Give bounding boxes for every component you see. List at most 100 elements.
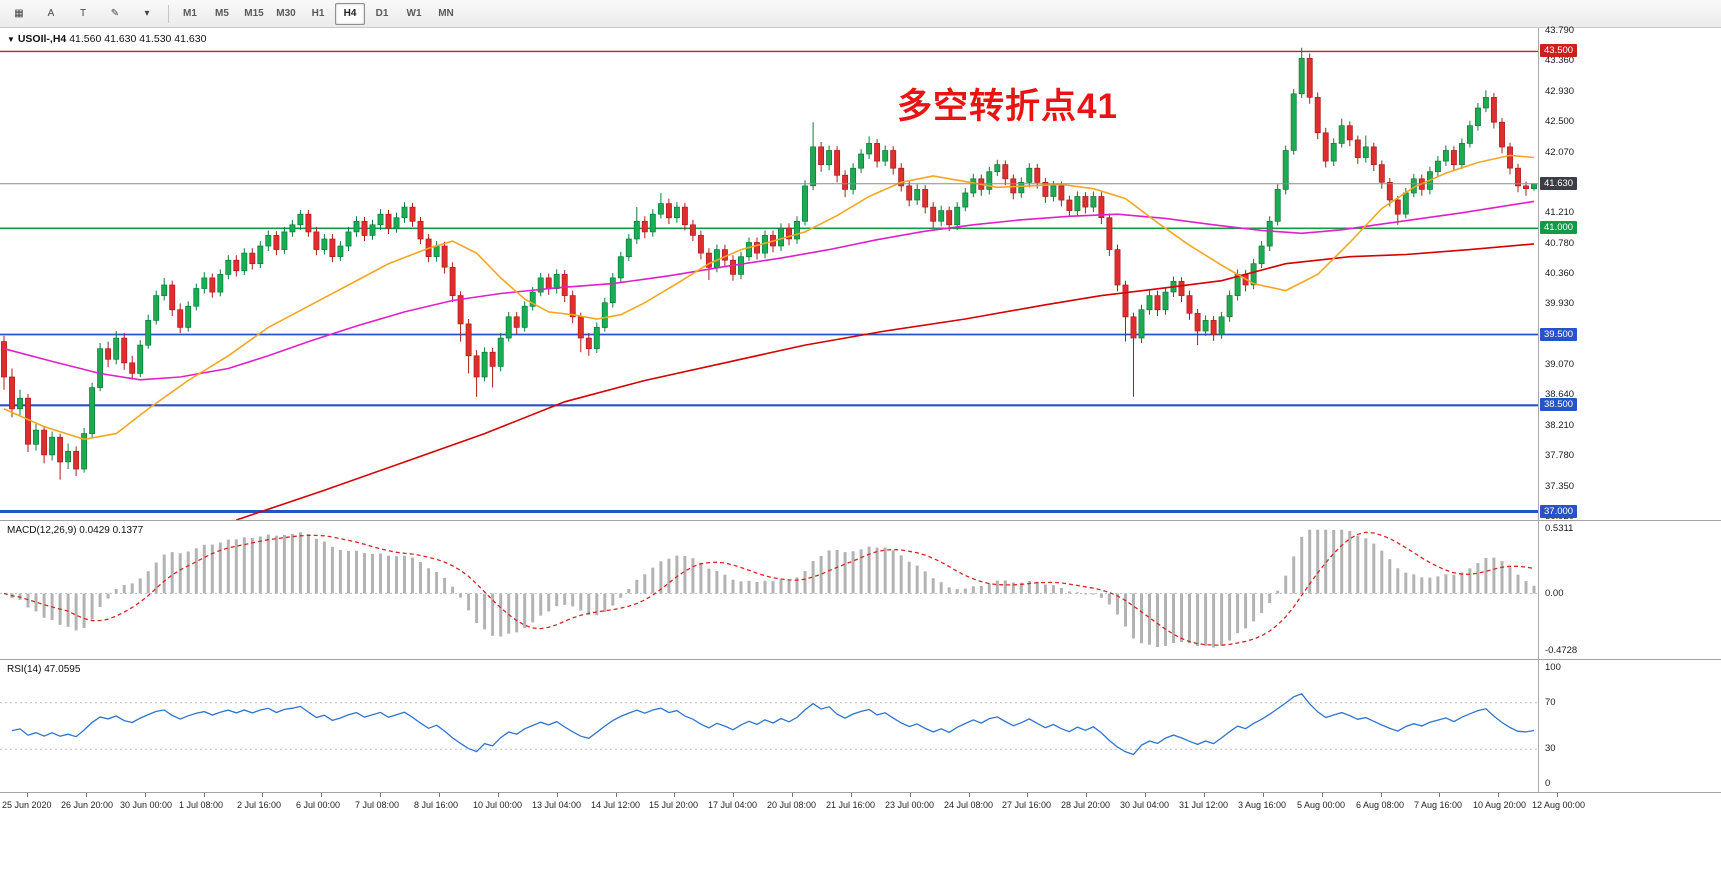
time-axis-tick [616,793,617,797]
time-axis-tick [1557,793,1558,797]
time-axis-label: 7 Aug 16:00 [1414,800,1463,810]
collapse-arrow-icon[interactable]: ▼ [7,35,15,44]
time-axis-label: 24 Jul 08:00 [944,800,994,810]
price-tag-38.500: 38.500 [1540,398,1578,411]
price-axis[interactable]: 43.790 43.360 42.930 42.500 42.070 41.210 40.7… [1539,25,1721,522]
time-axis-tick [204,793,205,797]
time-axis-label: 17 Jul 04:00 [708,800,758,810]
timeframe-h1-button[interactable]: H1 [311,8,325,19]
price-axis-label: 40.780 [1545,238,1575,249]
rsi-axis-label: 0 [1545,778,1551,789]
time-axis-label: 30 Jul 04:00 [1120,800,1170,810]
panel-separator[interactable] [0,792,1721,793]
time-axis-label: 27 Jul 16:00 [1002,800,1052,810]
price-axis-label: 37.350 [1545,481,1575,492]
price-axis-label: 41.210 [1545,207,1575,218]
timeframe-m1-button[interactable]: M1 [183,8,197,19]
timeframe-mn-button[interactable]: MN [438,8,454,19]
time-axis-tick [86,793,87,797]
timeframe-d1-button[interactable]: D1 [375,8,389,19]
toolbar-icons: ▦ A T ✎ ▾ [4,3,162,25]
time-axis-tick [851,793,852,797]
time-axis-label: 31 Jul 12:00 [1179,800,1229,810]
time-axis-tick [380,793,381,797]
price-tag-39.500: 39.500 [1540,328,1578,341]
chart-window-icon[interactable]: ▦ [14,8,24,19]
panel-separator[interactable] [0,520,1721,521]
time-axis[interactable]: 25 Jun 2020 26 Jun 20:00 30 Jun 00:00 1 Jul… [0,793,1721,823]
price-axis-label: 42.500 [1545,116,1575,127]
timeframe-m5-button[interactable]: M5 [215,8,229,19]
time-axis-label: 3 Aug 16:00 [1238,800,1287,810]
axis-divider [1538,28,1539,821]
chart-title: ▼ USOIl-,H4 41.560 41.630 41.530 41.630 [7,33,206,45]
time-axis-tick [1381,793,1382,797]
cursor-tool-icon[interactable]: A [47,8,55,19]
price-axis-label: 39.070 [1545,359,1575,370]
price-axis-label: 43.790 [1545,25,1575,36]
time-axis-label: 23 Jul 00:00 [885,800,935,810]
rsi-chart[interactable] [0,660,1538,792]
timeframe-w1-button[interactable]: W1 [406,8,422,19]
time-axis-tick [1498,793,1499,797]
time-axis-label: 10 Aug 20:00 [1473,800,1527,810]
time-axis-label: 26 Jun 20:00 [61,800,114,810]
time-axis-tick [1204,793,1205,797]
time-axis-tick [1027,793,1028,797]
time-axis-label: 7 Jul 08:00 [355,800,400,810]
rsi-axis-label: 100 [1545,662,1561,673]
time-axis-tick [145,793,146,797]
price-tag-41.630: 41.630 [1540,177,1578,190]
price-tag-43.500: 43.500 [1540,44,1578,57]
price-axis-label: 42.930 [1545,86,1575,97]
draw-tools-icon[interactable]: ✎ [110,8,120,19]
timeframe-m30-button[interactable]: M30 [276,8,296,19]
time-axis-tick [969,793,970,797]
rsi-axis-label: 70 [1545,697,1556,708]
price-tag-37.000: 37.000 [1540,505,1578,518]
price-axis-label: 37.780 [1545,450,1575,461]
toolbar: ▦ A T ✎ ▾ M1 M5 M15 M30 H1 H4 D1 W1 MN [0,0,1721,28]
time-axis-tick [733,793,734,797]
time-axis-label: 5 Aug 00:00 [1297,800,1346,810]
time-axis-tick [1322,793,1323,797]
time-axis-tick [910,793,911,797]
timeframe-buttons: M1 M5 M15 M30 H1 H4 D1 W1 MN [175,2,461,25]
time-axis-tick [557,793,558,797]
price-chart[interactable] [0,28,1538,520]
macd-axis[interactable]: 0.5311 0.00 -0.4728 [1539,521,1721,659]
time-axis-label: 12 Aug 00:00 [1532,800,1586,810]
chart-annotation: 多空转折点41 [897,87,1118,126]
time-axis-tick [1086,793,1087,797]
panel-separator[interactable] [0,659,1721,660]
time-axis-label: 21 Jul 16:00 [826,800,876,810]
dropdown-caret-icon[interactable]: ▾ [144,8,150,19]
rsi-axis[interactable]: 100 70 30 0 [1539,660,1721,792]
time-axis-tick [1439,793,1440,797]
time-axis-label: 10 Jul 00:00 [473,800,523,810]
time-axis-label: 15 Jul 20:00 [649,800,699,810]
time-axis-tick [321,793,322,797]
time-axis-tick [439,793,440,797]
text-tool-icon[interactable]: T [79,8,87,19]
timeframe-h4-button[interactable]: H4 [335,2,365,25]
rsi-axis-label: 30 [1545,743,1556,754]
time-axis-tick [498,793,499,797]
price-axis-label: 38.640 [1545,389,1575,400]
ohlc-values: 41.560 41.630 41.530 41.630 [69,33,207,45]
time-axis-label: 20 Jul 08:00 [767,800,817,810]
time-axis-label: 6 Aug 08:00 [1356,800,1405,810]
time-axis-tick [262,793,263,797]
symbol-title: USOIl-,H4 [17,33,67,45]
timeframe-m15-button[interactable]: M15 [244,8,264,19]
macd-chart[interactable] [0,521,1538,659]
macd-label: MACD(12,26,9) 0.0429 0.1377 [7,525,144,536]
price-axis-label: 42.070 [1545,147,1575,158]
rsi-label: RSI(14) 47.0595 [7,664,81,675]
time-axis-label: 1 Jul 08:00 [179,800,224,810]
macd-axis-label: -0.4728 [1545,645,1578,656]
time-axis-tick [27,793,28,797]
toolbar-separator [168,4,169,23]
time-axis-label: 28 Jul 20:00 [1061,800,1111,810]
